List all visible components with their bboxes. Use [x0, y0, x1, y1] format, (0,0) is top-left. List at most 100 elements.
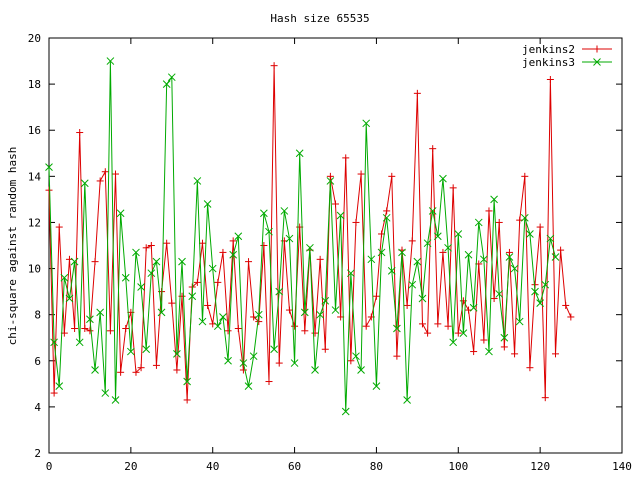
data-point-jenkins2 [106, 327, 114, 335]
data-point-jenkins3 [229, 250, 238, 259]
chart-title: Hash size 65535 [270, 12, 369, 25]
data-point-jenkins3 [45, 163, 53, 171]
data-point-jenkins3 [393, 324, 401, 333]
data-point-jenkins2 [265, 378, 273, 386]
data-point-jenkins3 [254, 310, 263, 319]
data-point-jenkins2 [495, 218, 503, 226]
data-point-jenkins3 [408, 280, 417, 289]
data-point-jenkins2 [193, 278, 201, 286]
data-point-jenkins3 [96, 308, 105, 317]
data-point-jenkins3 [505, 253, 514, 261]
data-point-jenkins2 [275, 359, 283, 367]
data-point-jenkins3 [203, 200, 212, 208]
data-point-jenkins3 [449, 338, 458, 347]
data-point-jenkins3 [295, 149, 304, 158]
data-point-jenkins2 [424, 329, 432, 337]
y-tick-label: 4 [34, 401, 41, 414]
data-point-jenkins2 [403, 301, 411, 309]
data-point-jenkins2 [291, 322, 299, 330]
y-tick-label: 10 [28, 263, 41, 276]
data-point-jenkins3 [341, 407, 350, 416]
data-point-jenkins2 [183, 396, 191, 404]
data-point-jenkins3 [178, 257, 186, 266]
data-point-jenkins2 [86, 327, 94, 335]
data-point-jenkins3 [480, 255, 488, 264]
data-point-jenkins3 [403, 396, 411, 404]
y-axis-label: chi-square against random hash [6, 147, 19, 346]
data-point-jenkins2 [342, 154, 350, 162]
x-tick-label: 20 [124, 460, 137, 473]
data-point-jenkins2 [260, 242, 268, 249]
y-tick-label: 16 [28, 124, 41, 137]
data-point-jenkins2 [347, 357, 355, 365]
data-point-jenkins3 [285, 234, 294, 243]
data-point-jenkins3 [531, 287, 539, 296]
data-point-jenkins3 [234, 232, 243, 241]
data-point-jenkins3 [142, 345, 151, 354]
y-tick-label: 14 [28, 170, 42, 183]
data-point-jenkins3 [198, 317, 207, 326]
data-point-jenkins3 [188, 292, 197, 301]
data-point-jenkins2 [444, 322, 452, 330]
data-point-jenkins3 [510, 264, 519, 273]
data-point-jenkins3 [526, 230, 534, 238]
x-tick-label: 0 [46, 460, 53, 473]
data-point-jenkins2 [332, 200, 339, 208]
data-point-jenkins3 [331, 306, 340, 314]
x-tick-label: 80 [370, 460, 383, 473]
plot-frame [48, 37, 623, 454]
data-point-jenkins2 [168, 299, 176, 307]
data-point-jenkins2 [505, 248, 513, 256]
series-jenkins2 [45, 62, 575, 404]
data-point-jenkins2 [204, 301, 212, 309]
data-point-jenkins3 [280, 207, 289, 215]
data-point-jenkins3 [80, 179, 89, 188]
data-point-jenkins3 [306, 243, 314, 252]
data-point-jenkins2 [152, 361, 160, 369]
data-point-jenkins3 [193, 177, 202, 185]
data-point-jenkins3 [244, 382, 253, 390]
data-point-jenkins3 [428, 207, 437, 215]
data-point-jenkins3 [260, 209, 268, 218]
x-tick-label: 120 [530, 460, 550, 473]
data-point-jenkins2 [71, 325, 79, 332]
data-point-jenkins2 [439, 248, 447, 256]
data-point-jenkins3 [346, 269, 355, 278]
y-tick-label: 2 [34, 447, 41, 460]
data-point-jenkins3 [270, 345, 278, 354]
data-point-jenkins2 [96, 177, 104, 185]
data-point-jenkins2 [234, 325, 242, 332]
data-point-jenkins2 [418, 320, 426, 328]
data-point-jenkins2 [321, 345, 329, 353]
data-point-jenkins3 [464, 250, 473, 259]
data-point-jenkins3 [311, 366, 319, 374]
data-point-jenkins3 [469, 303, 478, 312]
series-jenkins3 [45, 57, 560, 416]
data-point-jenkins3 [321, 296, 330, 305]
data-point-jenkins2 [255, 318, 263, 326]
data-point-jenkins2 [449, 184, 457, 192]
data-point-jenkins3 [520, 213, 529, 222]
data-point-jenkins2 [480, 336, 488, 344]
data-point-jenkins2 [50, 389, 58, 397]
data-point-jenkins3 [55, 382, 64, 390]
data-point-jenkins3 [116, 209, 125, 218]
data-point-jenkins2 [536, 223, 544, 231]
data-point-jenkins2 [383, 207, 391, 215]
data-point-jenkins3 [60, 273, 69, 282]
data-point-jenkins2 [214, 278, 222, 286]
legend-marker-jenkins2 [593, 45, 601, 53]
data-point-jenkins3 [326, 177, 335, 185]
data-point-jenkins3 [495, 290, 504, 298]
data-point-jenkins3 [75, 338, 84, 347]
legend-label-jenkins3: jenkins3 [522, 56, 575, 69]
data-point-jenkins3 [459, 329, 468, 337]
data-point-jenkins3 [290, 359, 299, 367]
data-point-jenkins2 [219, 248, 227, 256]
data-point-jenkins3 [439, 174, 447, 183]
data-point-jenkins2 [490, 295, 498, 303]
data-point-jenkins2 [117, 368, 125, 376]
y-tick-label: 18 [28, 78, 41, 91]
data-point-jenkins2 [301, 327, 309, 335]
